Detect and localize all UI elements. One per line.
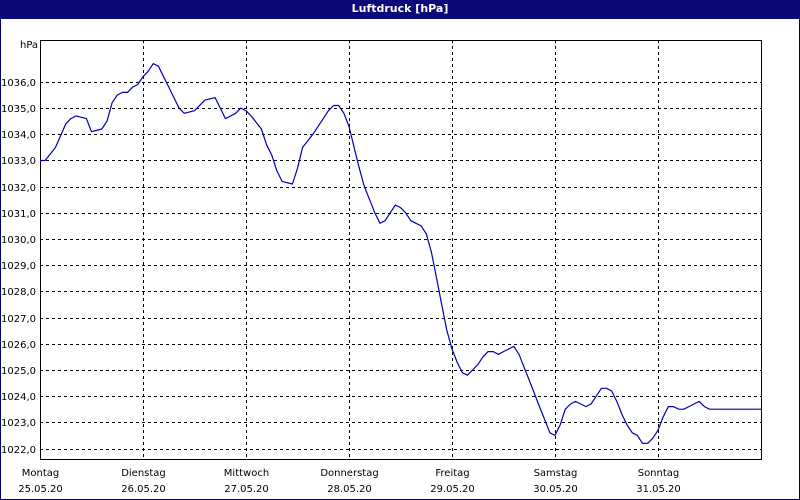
x-tick-day: Dienstag <box>121 468 166 479</box>
x-tick-date: 29.05.20 <box>430 484 475 495</box>
y-axis-unit-label: hPa <box>20 40 38 51</box>
y-tick-label: 1026,0 <box>1 340 36 351</box>
y-tick-label: 1030,0 <box>1 235 36 246</box>
series-layer <box>40 62 761 444</box>
y-tick-label: 1025,0 <box>1 366 36 377</box>
plot-area <box>40 40 762 460</box>
x-tick-day: Montag <box>22 468 59 479</box>
x-tick-day: Mittwoch <box>224 468 269 479</box>
y-tick-label: 1033,0 <box>1 156 36 167</box>
y-tick-label: 1027,0 <box>1 314 36 325</box>
pressure-line <box>40 62 761 444</box>
x-tick-date: 31.05.20 <box>636 484 681 495</box>
y-tick-label: 1024,0 <box>1 392 36 403</box>
y-tick-label: 1031,0 <box>1 209 36 220</box>
x-tick-day: Donnerstag <box>320 468 378 479</box>
y-tick-label: 1028,0 <box>1 287 36 298</box>
x-axis-ticks: Montag 25.05.20 Dienstag 26.05.20 Mittwoch 27… <box>18 468 681 495</box>
grid <box>40 40 761 459</box>
chart-title: Luftdruck [hPa] <box>0 0 800 19</box>
y-tick-label: 1036,0 <box>1 78 36 89</box>
x-tick-day: Freitag <box>435 468 469 479</box>
y-tick-label: 1032,0 <box>1 183 36 194</box>
x-tick-day: Sonntag <box>638 468 680 479</box>
x-tick-date: 25.05.20 <box>18 484 63 495</box>
x-tick-date: 27.05.20 <box>224 484 269 495</box>
y-tick-label: 1029,0 <box>1 261 36 272</box>
y-tick-label: 1035,0 <box>1 104 36 115</box>
y-tick-label: 1034,0 <box>1 130 36 141</box>
y-tick-label: 1023,0 <box>1 418 36 429</box>
x-tick-date: 30.05.20 <box>533 484 578 495</box>
x-tick-date: 26.05.20 <box>121 484 166 495</box>
y-axis-ticks: 1022,0 1023,0 1024,0 1025,0 1026,0 1027,0 1028… <box>1 78 36 456</box>
y-tick-label: 1022,0 <box>1 445 36 456</box>
x-tick-day: Samstag <box>534 468 578 479</box>
x-tick-date: 28.05.20 <box>327 484 372 495</box>
